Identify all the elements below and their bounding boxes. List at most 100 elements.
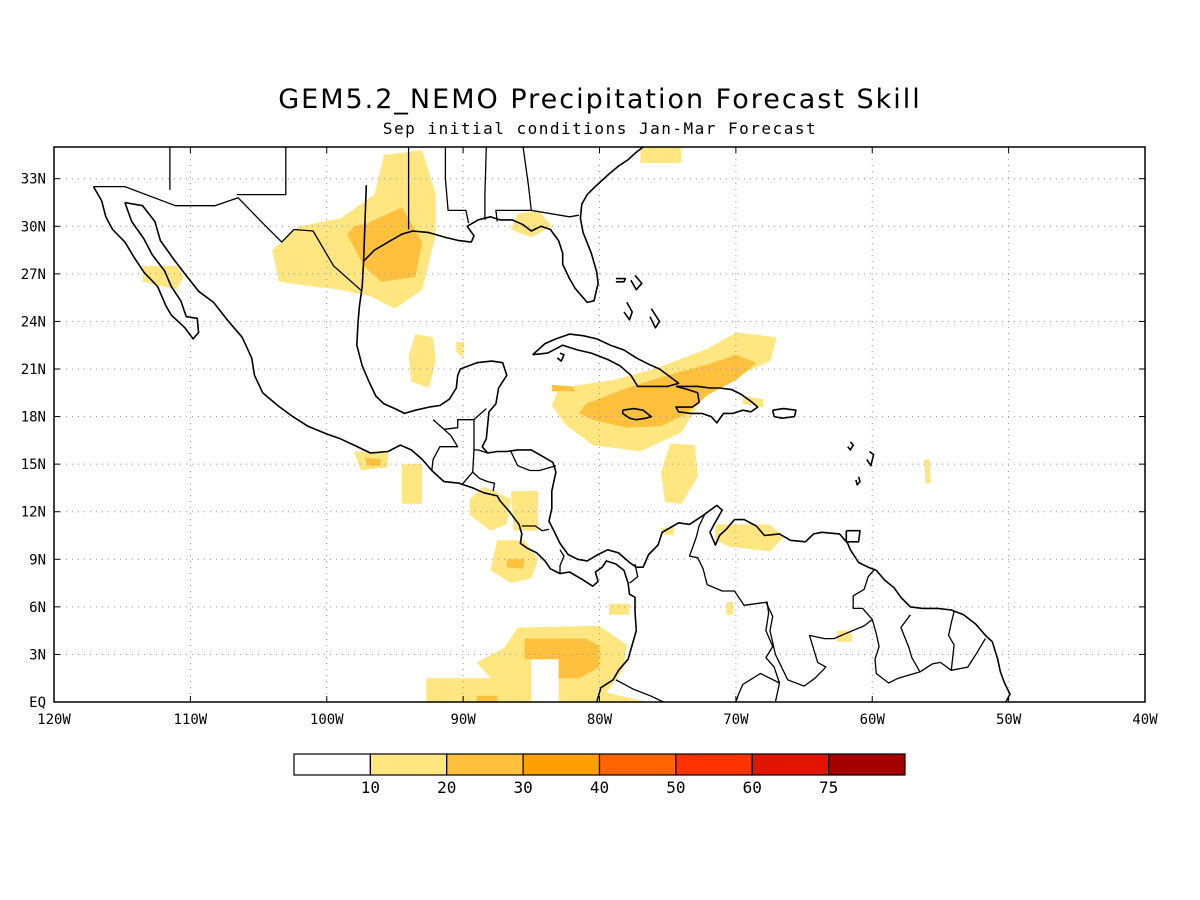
- colorbar-label: 20: [437, 778, 456, 797]
- lat-tick-label: EQ: [29, 695, 46, 711]
- map-subtitle: Sep initial conditions Jan-Mar Forecast: [382, 119, 818, 138]
- colorbar-label: 30: [513, 778, 532, 797]
- country-border: [531, 209, 580, 218]
- lon-tick-label: 100W: [310, 712, 344, 728]
- colorbar-label: 60: [743, 778, 762, 797]
- skill-region-10-20: [660, 527, 675, 536]
- colorbar-label: 40: [590, 778, 609, 797]
- country-border: [919, 611, 955, 673]
- skill-region-20-30: [524, 638, 600, 679]
- coastline: [615, 277, 627, 283]
- lat-tick-label: 33N: [21, 172, 46, 188]
- coastline: [355, 185, 1011, 702]
- colorbar: 10 20 30 40 50 60 75: [293, 753, 906, 797]
- country-borders: [93, 147, 986, 702]
- coastline: [556, 352, 565, 362]
- skill-region-10-20: [660, 443, 698, 504]
- coastline: [649, 308, 661, 329]
- country-border: [495, 147, 532, 222]
- skill-shading-layer: [142, 147, 931, 702]
- coastline: [847, 441, 855, 451]
- map-axes: 120W 110W 100W 90W 80W 70W 60W 50W 40W EQ 3N 6N 9N 12…: [21, 147, 1158, 728]
- lat-tick-label: 24N: [21, 314, 46, 330]
- country-border: [521, 525, 550, 532]
- coastline: [675, 385, 759, 424]
- country-border: [765, 568, 876, 687]
- skill-region-20-30: [364, 457, 382, 466]
- coastline: [363, 147, 644, 304]
- country-border: [444, 147, 470, 224]
- colorbar-swatch: [293, 753, 371, 776]
- country-border: [559, 549, 565, 574]
- lon-tick-label: 40W: [1132, 712, 1158, 728]
- country-border: [236, 147, 287, 196]
- country-border: [871, 619, 921, 684]
- coastline: [124, 201, 638, 702]
- country-border: [432, 408, 487, 430]
- map-title: GEM5.2_NEMO Precipitation Forecast Skill: [278, 84, 922, 115]
- skill-region-10-20: [609, 603, 630, 615]
- skill-region-10-20: [715, 524, 784, 552]
- coastline: [532, 333, 680, 388]
- colorbar-swatch: [446, 753, 524, 776]
- lat-tick-label: 3N: [29, 647, 46, 663]
- colorbar-swatch: [751, 753, 830, 776]
- skill-region-10-20: [401, 464, 423, 504]
- graticule: [54, 147, 1145, 702]
- country-border: [629, 563, 639, 584]
- colorbar-label: 10: [361, 778, 380, 797]
- coastline: [621, 407, 653, 421]
- coastline: [623, 302, 634, 321]
- skill-region-20-30: [506, 559, 525, 569]
- lat-tick-label: 9N: [29, 552, 46, 568]
- lat-tick-label: 30N: [21, 219, 46, 235]
- country-border: [688, 514, 781, 702]
- colorbar-label: 75: [819, 778, 838, 797]
- colorbar-swatch: [675, 753, 753, 776]
- colorbar-swatch: [522, 753, 601, 776]
- country-border: [477, 449, 488, 454]
- skill-region-20-30: [476, 695, 498, 702]
- skill-region-20-30: [551, 384, 575, 392]
- lon-tick-label: 50W: [996, 712, 1022, 728]
- skill-region-10-20: [726, 602, 734, 615]
- coastline: [771, 407, 797, 420]
- country-border: [472, 471, 496, 492]
- lat-tick-label: 27N: [21, 267, 46, 283]
- skill-region-10-20: [510, 491, 539, 531]
- country-border: [473, 419, 479, 451]
- country-border: [93, 185, 363, 292]
- colorbar-swatch: [828, 753, 906, 776]
- lon-tick-label: 90W: [450, 712, 476, 728]
- colorbar-swatch: [369, 753, 448, 776]
- country-border: [510, 451, 557, 472]
- skill-region-10-20: [469, 486, 511, 531]
- coastline: [866, 450, 875, 467]
- skill-region-10-20: [640, 147, 682, 163]
- lat-tick-label: 15N: [21, 457, 46, 473]
- lat-tick-label: 6N: [29, 600, 46, 616]
- coastline: [855, 476, 861, 486]
- country-border: [431, 428, 459, 471]
- coastline: [92, 186, 200, 340]
- skill-region-10-20: [456, 342, 465, 358]
- colorbar-swatch: [598, 753, 677, 776]
- skill-region-10-20: [426, 625, 648, 702]
- skill-region-10-20: [142, 265, 184, 290]
- skill-region-10-20: [408, 334, 436, 388]
- lon-tick-label: 60W: [860, 712, 886, 728]
- country-border: [615, 679, 664, 702]
- country-border: [951, 638, 986, 671]
- lon-tick-label: 70W: [723, 712, 749, 728]
- lat-tick-label: 18N: [21, 410, 46, 426]
- country-border: [461, 449, 475, 486]
- coastlines: [92, 147, 1011, 702]
- lon-tick-label: 80W: [587, 712, 613, 728]
- lat-tick-label: 21N: [21, 362, 46, 378]
- skill-region-10-20: [510, 210, 552, 238]
- skill-region-10-20: [836, 630, 852, 642]
- colorbar-label: 50: [666, 778, 685, 797]
- lat-tick-label: 12N: [21, 505, 46, 521]
- lon-tick-label: 110W: [174, 712, 208, 728]
